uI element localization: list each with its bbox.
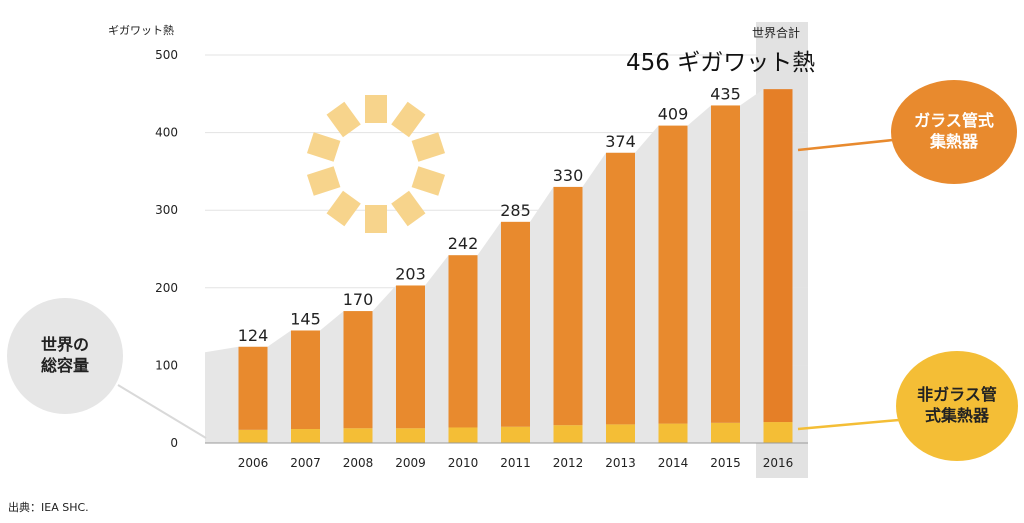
bar-glass-tube bbox=[553, 186, 583, 426]
source-note: 出典：IEA SHC. bbox=[8, 501, 89, 514]
data-label: 409 bbox=[658, 105, 689, 124]
bar-glass-tube bbox=[291, 330, 320, 430]
sun-ray bbox=[411, 132, 446, 162]
callout-line-total bbox=[117, 384, 207, 439]
total-capacity-bubble: 世界の 総容量 bbox=[7, 298, 123, 414]
y-tick-label: 100 bbox=[155, 358, 178, 372]
bar-non-glass-tube bbox=[553, 425, 583, 443]
bar-glass-tube bbox=[343, 311, 373, 429]
bar-glass-tube bbox=[763, 89, 793, 423]
x-tick-label: 2009 bbox=[395, 456, 426, 470]
bar-glass-tube bbox=[448, 255, 478, 428]
x-tick-label: 2008 bbox=[343, 456, 374, 470]
data-label: 145 bbox=[290, 309, 321, 328]
x-tick-label: 2014 bbox=[658, 456, 689, 470]
bar-non-glass-tube bbox=[291, 429, 320, 443]
x-tick-label: 2016 bbox=[763, 456, 794, 470]
x-tick-label: 2012 bbox=[553, 456, 584, 470]
x-tick-label: 2015 bbox=[710, 456, 741, 470]
bar-non-glass-tube bbox=[448, 427, 478, 443]
y-tick-label: 300 bbox=[155, 203, 178, 217]
data-label: 203 bbox=[395, 264, 426, 283]
x-tick-label: 2007 bbox=[290, 456, 321, 470]
x-tick-label: 2010 bbox=[448, 456, 479, 470]
bar-glass-tube bbox=[396, 285, 425, 429]
data-label: 435 bbox=[710, 84, 741, 103]
x-tick-label: 2006 bbox=[238, 456, 269, 470]
data-label: 242 bbox=[448, 234, 479, 253]
sun-ray bbox=[306, 166, 341, 196]
data-label: 170 bbox=[343, 290, 374, 309]
sun-ray bbox=[326, 101, 361, 138]
bar-glass-tube bbox=[711, 105, 740, 423]
sun-ray bbox=[365, 95, 387, 123]
bar-non-glass-tube bbox=[658, 423, 688, 443]
data-label: 124 bbox=[238, 326, 269, 345]
bar-glass-tube bbox=[606, 152, 635, 425]
bar-non-glass-tube bbox=[501, 426, 530, 443]
bar-glass-tube bbox=[501, 221, 530, 427]
y-tick-label: 500 bbox=[155, 48, 178, 62]
sun-ray bbox=[391, 101, 426, 138]
bar-non-glass-tube bbox=[396, 428, 425, 443]
sun-ray bbox=[326, 190, 361, 227]
callout-line-nonglass bbox=[797, 418, 900, 431]
callout-line-glass bbox=[797, 138, 894, 152]
y-axis-unit: ギガワット熱 bbox=[108, 24, 174, 37]
bar-glass-tube bbox=[238, 346, 268, 430]
non-glass-tube-bubble: 非ガラス管 式集熱器 bbox=[896, 351, 1018, 461]
total-capacity-bubble-text: 世界の 総容量 bbox=[40, 335, 89, 375]
y-axis: 0 100 200 300 400 500 bbox=[155, 48, 178, 450]
world-total-label: 世界合計 bbox=[752, 26, 801, 40]
data-label: 285 bbox=[500, 201, 531, 220]
world-total-value: 456 ギガワット熱 bbox=[626, 50, 816, 76]
x-tick-label: 2011 bbox=[500, 456, 531, 470]
bar-non-glass-tube bbox=[763, 422, 793, 443]
y-tick-label: 400 bbox=[155, 126, 178, 140]
bar-non-glass-tube bbox=[711, 422, 740, 443]
bars bbox=[238, 89, 793, 443]
data-labels: 124 145 170 203 242 285 330 374 409 435 bbox=[238, 84, 741, 344]
sun-icon bbox=[306, 95, 446, 233]
sun-ray bbox=[365, 205, 387, 233]
y-tick-label: 200 bbox=[155, 281, 178, 295]
bar-non-glass-tube bbox=[343, 428, 373, 443]
data-label: 330 bbox=[553, 166, 584, 185]
glass-tube-bubble-text: ガラス管式 集熱器 bbox=[914, 111, 994, 151]
sun-ray bbox=[411, 166, 446, 196]
bar-non-glass-tube bbox=[238, 429, 268, 443]
non-glass-tube-bubble-text: 非ガラス管 式集熱器 bbox=[917, 385, 997, 425]
callout-lines bbox=[117, 138, 900, 439]
bar-glass-tube bbox=[658, 125, 688, 424]
glass-tube-bubble: ガラス管式 集熱器 bbox=[891, 80, 1017, 184]
data-label: 374 bbox=[605, 132, 636, 151]
bar-non-glass-tube bbox=[606, 424, 635, 443]
x-tick-label: 2013 bbox=[605, 456, 636, 470]
sun-ray bbox=[391, 190, 426, 227]
y-tick-label: 0 bbox=[170, 436, 178, 450]
sun-ray bbox=[306, 132, 341, 162]
x-axis: 2006 2007 2008 2009 2010 2011 2012 2013 2014 2015… bbox=[238, 456, 794, 470]
